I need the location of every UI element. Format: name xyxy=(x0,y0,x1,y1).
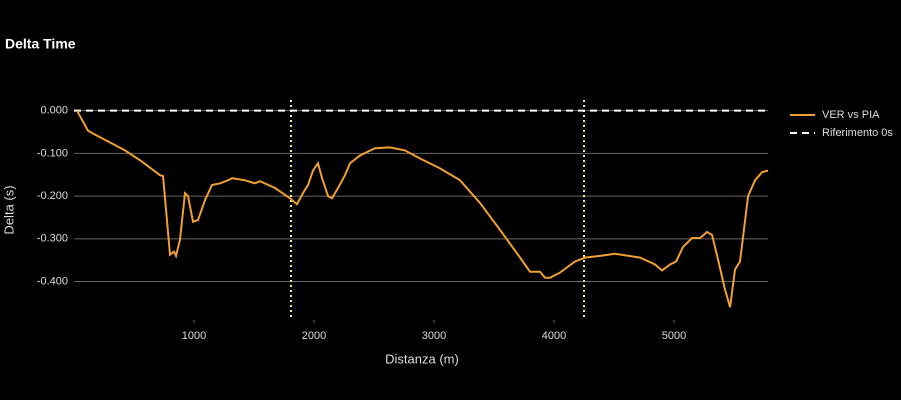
y-tick-label: -0.300 xyxy=(37,233,68,245)
y-tick-label: -0.400 xyxy=(37,275,68,287)
x-tick-label: 2000 xyxy=(302,330,326,342)
x-tick-label: 3000 xyxy=(422,330,446,342)
y-tick-label: -0.200 xyxy=(37,190,68,202)
data-line xyxy=(76,110,769,308)
legend-label: VER vs PIA xyxy=(822,109,880,121)
y-axis-label: Delta (s) xyxy=(1,185,16,234)
x-tick-label: 5000 xyxy=(662,330,686,342)
x-tick-label: 4000 xyxy=(542,330,566,342)
x-tick-label: 1000 xyxy=(182,330,206,342)
legend-label: Riferimento 0s xyxy=(822,127,893,139)
y-tick-label: 0.000 xyxy=(40,105,68,117)
chart-title: Delta Time xyxy=(5,36,76,52)
x-axis-label: Distanza (m) xyxy=(385,351,459,366)
y-tick-label: -0.100 xyxy=(37,147,68,159)
